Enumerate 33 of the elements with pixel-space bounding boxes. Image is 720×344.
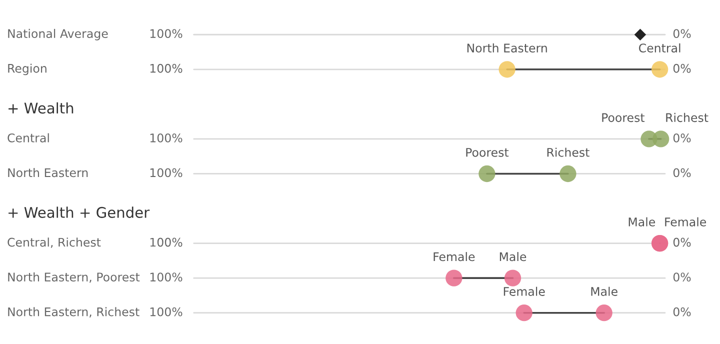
data-label: Female — [434, 252, 475, 262]
data-label: Male — [591, 286, 618, 296]
text: 0% — [673, 307, 691, 316]
data-label: Male — [628, 217, 656, 226]
y-tick-label: National Average — [8, 28, 108, 40]
data-label: Female — [665, 217, 706, 226]
y-tick-label: Region — [8, 64, 46, 76]
y-tick-label: North Eastern, Richest — [8, 307, 140, 318]
data-label: Male — [500, 252, 526, 262]
y-tick-label: Central, Richest — [8, 238, 101, 248]
text: 100% — [150, 133, 182, 142]
data-label: Poorest — [602, 113, 645, 122]
text: 0% — [673, 168, 691, 178]
text: 100% — [150, 307, 182, 316]
text: 0% — [673, 272, 691, 282]
y-tick-label: + Wealth + Gender — [8, 206, 150, 218]
data-label: Female — [504, 286, 545, 296]
data-label: North Eastern — [467, 43, 547, 53]
data-label: Richest — [666, 112, 708, 122]
data-label: Poorest — [466, 148, 509, 157]
y-tick-label: North Eastern, Poorest — [8, 272, 140, 283]
text: 100% — [150, 272, 182, 282]
y-tick-label: North Eastern — [8, 168, 88, 178]
y-tick-label: + Wealth — [8, 102, 74, 114]
y-tick-label: Central — [8, 133, 49, 142]
text: 0% — [673, 133, 691, 142]
text: 100% — [150, 168, 182, 178]
text: 100% — [150, 64, 182, 73]
data-label: Central — [638, 43, 680, 53]
data-label: Richest — [547, 148, 590, 157]
text: 100% — [150, 238, 182, 247]
text: 0% — [673, 238, 691, 247]
text: 0% — [673, 64, 691, 73]
